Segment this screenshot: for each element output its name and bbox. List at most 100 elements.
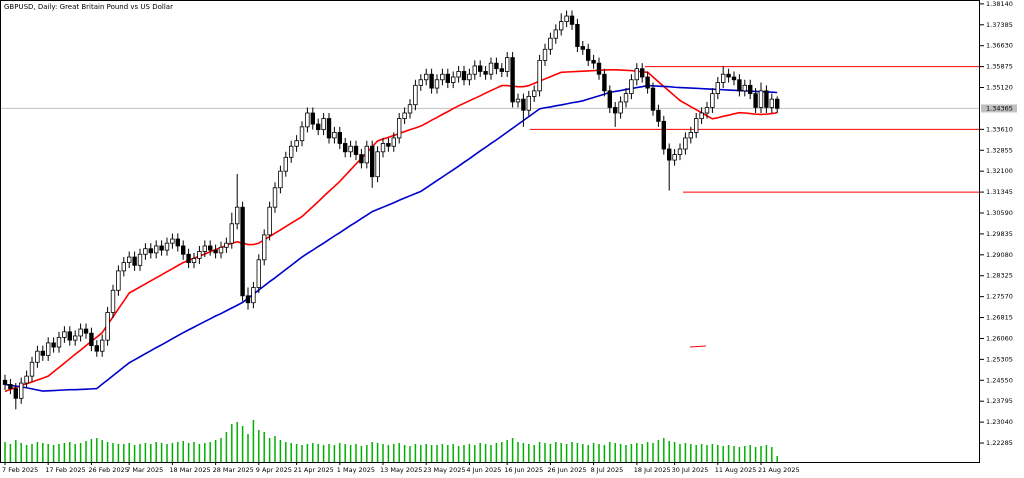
candle-body bbox=[127, 256, 132, 263]
x-tick-label: 11 Aug 2025 bbox=[715, 466, 757, 474]
candle-body bbox=[170, 238, 175, 244]
candle-body bbox=[89, 332, 94, 347]
y-tick-label: 1.33610 bbox=[986, 125, 1013, 133]
x-tick-label: 7 Feb 2025 bbox=[2, 466, 38, 474]
volume-bar bbox=[106, 442, 109, 462]
volume-bar bbox=[150, 444, 152, 462]
candle-body bbox=[704, 107, 710, 114]
y-tick-label: 1.29835 bbox=[986, 230, 1013, 238]
x-tick-label: 1 May 2025 bbox=[337, 466, 375, 474]
volume-bar bbox=[614, 443, 616, 462]
candle-body bbox=[29, 361, 35, 377]
volume-bar bbox=[468, 444, 471, 462]
volume-bar bbox=[533, 445, 535, 462]
candle-body bbox=[629, 79, 634, 95]
volume-bar bbox=[274, 436, 276, 462]
candle-body bbox=[764, 90, 769, 108]
candle-body bbox=[580, 46, 585, 50]
x-tick-label: 26 Jun 2025 bbox=[547, 466, 586, 474]
chart-title: GBPUSD, Daily: Great Britain Pound vs US… bbox=[4, 3, 173, 11]
y-tick-label: 1.35875 bbox=[986, 63, 1013, 71]
volume-bar bbox=[690, 444, 692, 462]
candle-body bbox=[207, 245, 213, 251]
volume-bar bbox=[522, 443, 525, 462]
x-tick-label: 18 Jul 2025 bbox=[634, 466, 671, 474]
candle-body bbox=[202, 245, 207, 252]
y-tick-label: 1.36630 bbox=[986, 42, 1013, 50]
volume-bar bbox=[765, 445, 768, 462]
y-tick-label: 1.27570 bbox=[986, 293, 1013, 301]
volume-bar bbox=[733, 446, 735, 462]
volume-bar bbox=[754, 447, 757, 462]
volume-bar bbox=[501, 442, 503, 462]
volume-bar bbox=[166, 444, 168, 462]
candle-body bbox=[8, 384, 13, 390]
candle-body bbox=[775, 98, 780, 109]
volume-bar bbox=[695, 445, 697, 462]
candle-body bbox=[418, 79, 423, 86]
volume-bar bbox=[268, 438, 271, 462]
volume-bar bbox=[393, 444, 395, 462]
candle-body bbox=[645, 76, 650, 89]
candle-body bbox=[18, 382, 24, 399]
volume-bar bbox=[555, 442, 557, 462]
candle-body bbox=[504, 57, 510, 72]
volume-bar bbox=[4, 442, 6, 462]
volume-bar bbox=[652, 443, 654, 462]
candle-body bbox=[769, 98, 774, 108]
candle-body bbox=[132, 256, 137, 266]
x-tick-label: 28 Mar 2025 bbox=[213, 466, 254, 474]
candle-body bbox=[477, 65, 483, 72]
volume-bar bbox=[598, 444, 600, 462]
plot-layer bbox=[0, 10, 980, 462]
candle-body bbox=[224, 242, 229, 248]
y-tick-label: 1.31345 bbox=[986, 188, 1013, 196]
volume-bar bbox=[673, 442, 676, 462]
volume-bar bbox=[42, 443, 44, 462]
candle-body bbox=[602, 73, 607, 92]
volume-bar bbox=[322, 445, 325, 462]
candle-body bbox=[753, 93, 758, 108]
volume-bar bbox=[204, 443, 206, 462]
candle-body bbox=[288, 145, 294, 158]
y-tick-label: 1.37385 bbox=[986, 21, 1013, 29]
volume-bar bbox=[112, 443, 114, 462]
candle-body bbox=[73, 335, 78, 341]
volume-bar bbox=[9, 444, 12, 462]
volume-bar bbox=[355, 444, 357, 462]
volume-bar bbox=[646, 442, 649, 462]
y-tick-label: 1.23795 bbox=[986, 397, 1013, 405]
candle-body bbox=[94, 345, 99, 352]
candle-body bbox=[240, 206, 245, 297]
candle-body bbox=[24, 375, 29, 384]
plot-border bbox=[0, 0, 980, 463]
candle-body bbox=[715, 82, 720, 95]
candle-body bbox=[407, 104, 413, 114]
candle-body bbox=[591, 59, 596, 64]
candle-body bbox=[213, 249, 218, 254]
y-tick-label: 1.28325 bbox=[986, 272, 1013, 280]
candle-body bbox=[742, 84, 747, 92]
candle-body bbox=[46, 342, 51, 356]
volume-bar bbox=[69, 442, 71, 462]
candle-body bbox=[650, 87, 656, 111]
candle-body bbox=[116, 270, 121, 291]
volume-bar bbox=[414, 444, 417, 462]
volume-bar bbox=[717, 445, 719, 462]
x-tick-label: 30 Jul 2025 bbox=[672, 466, 709, 474]
volume-bar bbox=[452, 444, 454, 462]
volume-bar bbox=[182, 441, 184, 462]
candle-body bbox=[542, 48, 548, 61]
current-price-box bbox=[981, 104, 1017, 113]
moving-average-line bbox=[4, 69, 778, 393]
volume-bar bbox=[376, 443, 379, 462]
candle-body bbox=[13, 388, 18, 399]
volume-bar bbox=[387, 445, 390, 462]
volume-bar bbox=[457, 446, 460, 462]
candle-body bbox=[413, 84, 418, 106]
volume-bar bbox=[668, 441, 670, 462]
volume-bar bbox=[366, 445, 368, 462]
candle-body bbox=[515, 98, 521, 103]
volume-bar bbox=[52, 445, 55, 462]
